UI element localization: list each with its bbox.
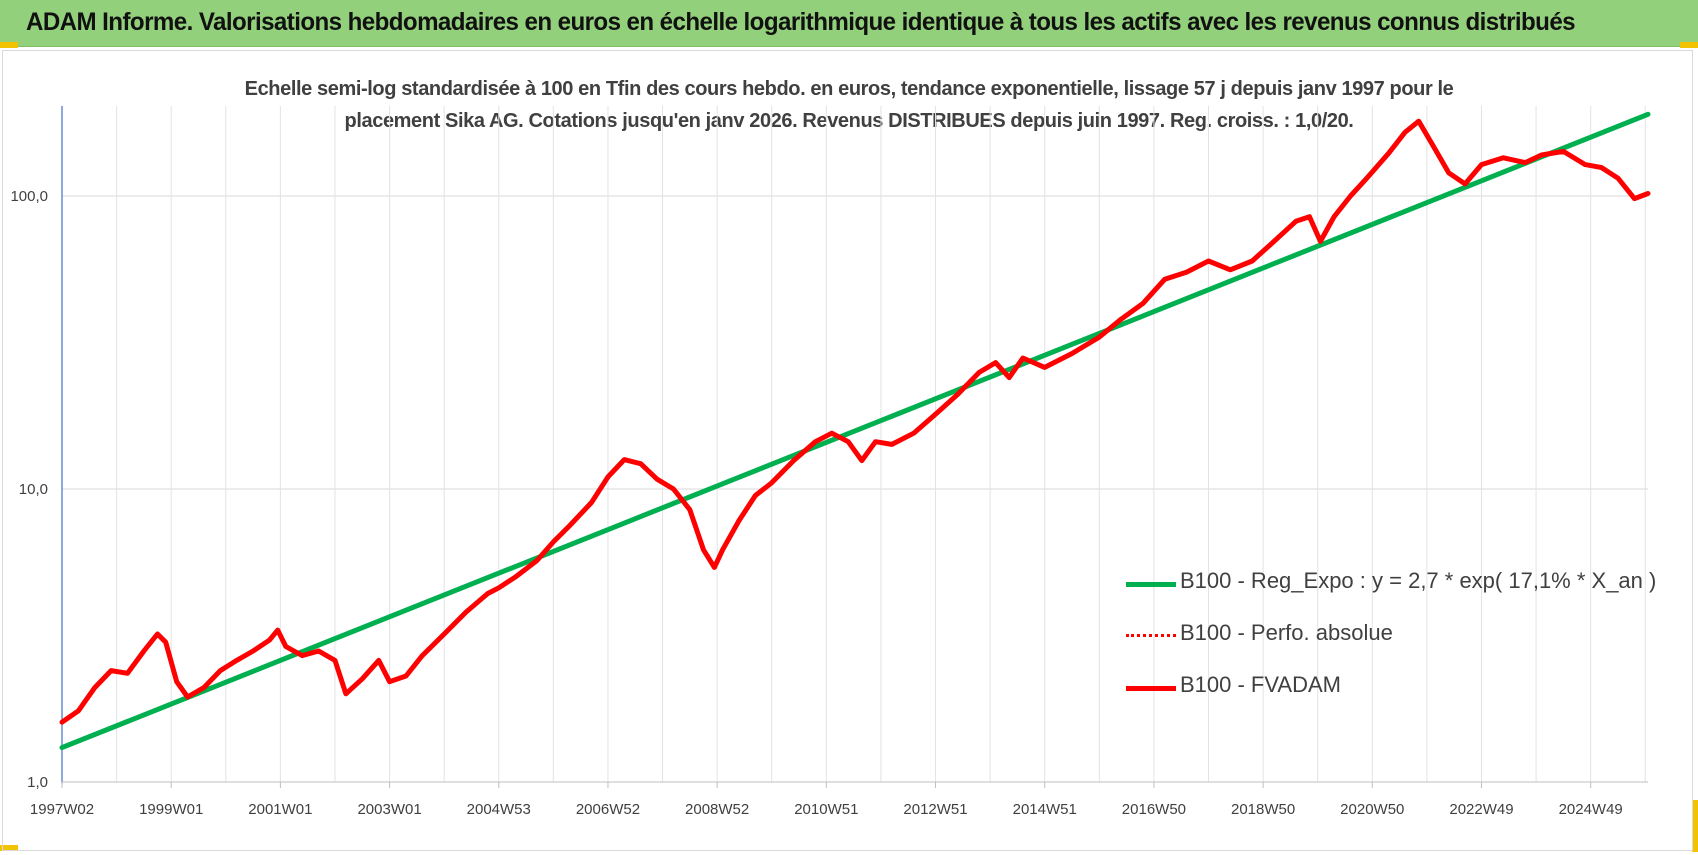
corner-marker-top-left [0,42,18,48]
series-line-fvadam [59,118,1651,725]
x-tick-label: 2012W51 [903,801,967,818]
x-tick-label: 2020W50 [1340,801,1404,818]
y-tick-label: 1,0 [27,774,48,791]
legend-label-regression: B100 - Reg_Expo : y = 2,7 * exp( 17,1% *… [1180,568,1657,593]
x-tick-label: 2018W50 [1231,801,1295,818]
title-banner: ADAM Informe. Valorisations hebdomadaire… [0,0,1698,47]
chart-frame [2,50,1693,851]
x-tick-label: 2004W53 [467,801,531,818]
y-axis-tick-labels: 1,0 10,0 100,0 [10,188,48,791]
x-tick-label: 2010W51 [794,801,858,818]
banner-title: ADAM Informe. Valorisations hebdomadaire… [26,8,1576,36]
x-tick-label: 1997W02 [30,801,94,818]
legend-swatch-perfo-absolue [1126,634,1176,637]
x-tick-label: 2014W51 [1013,801,1077,818]
x-tick-label: 2016W50 [1122,801,1186,818]
x-tick-label: 2008W52 [685,801,749,818]
corner-marker-bottom-right [1692,800,1698,852]
legend-label-perfo-absolue: B100 - Perfo. absolue [1180,620,1393,645]
chart-subtitle-line1: Echelle semi-log standardisée à 100 en T… [244,78,1454,100]
series-line-regression [59,111,1651,751]
y-tick-label: 10,0 [19,481,48,498]
corner-marker-bottom-left [0,845,18,851]
legend-swatch-regression [1126,582,1176,587]
x-tick-label: 2024W49 [1559,801,1623,818]
x-tick-label: 2006W52 [576,801,640,818]
y-tick-label: 100,0 [10,188,48,205]
legend-swatch-fvadam [1126,686,1176,691]
x-axis-tick-labels: 1997W02 1999W01 2001W01 2003W01 2004W53 2006W… [30,782,1623,818]
legend-label-fvadam: B100 - FVADAM [1180,672,1341,697]
x-tick-label: 2003W01 [357,801,421,818]
chart-subtitle-line2: placement Sika AG. Cotations jusqu'en ja… [344,110,1354,132]
x-tick-label: 2001W01 [248,801,312,818]
x-tick-label: 2022W49 [1449,801,1513,818]
series-lines [59,111,1651,751]
corner-marker-top-right [1680,42,1698,48]
x-tick-label: 1999W01 [139,801,203,818]
